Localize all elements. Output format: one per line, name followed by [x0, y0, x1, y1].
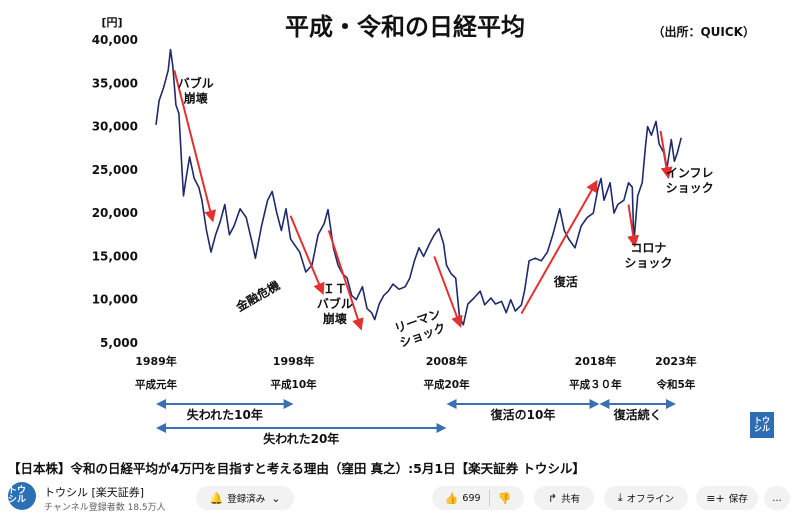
download-icon: ⤓: [617, 491, 623, 504]
period-label: 復活の10年: [490, 407, 556, 422]
subscriber-count: チャンネル登録者数 18.5万人: [44, 503, 166, 513]
nikkei-series-line: [155, 48, 682, 326]
channel-row: トウ シル トウシル [楽天証券] チャンネル登録者数 18.5万人 🔔 登録済…: [0, 478, 800, 518]
chart-source: （出所：QUICK）: [652, 24, 755, 39]
y-tick-label: 10,000: [92, 293, 138, 307]
share-label: 共有: [561, 494, 581, 505]
x-tick-era: 平成３０年: [569, 378, 622, 391]
annotation-label: インフレショック: [666, 166, 714, 195]
trend-arrow: [520, 179, 598, 315]
subscribed-label: 登録済み: [227, 494, 266, 505]
trend-arrow: [173, 70, 217, 223]
y-axis-unit: [円]: [101, 16, 122, 29]
x-tick-era: 令和5年: [655, 378, 695, 391]
annotation-label: リーマンショック: [393, 306, 448, 350]
nikkei-chart: 平成・令和の日経平均 （出所：QUICK） [円] 5,000 10,000 15,…: [92, 13, 755, 446]
y-tick-label: 35,000: [92, 76, 138, 90]
period-label: 失われた10年: [187, 407, 263, 422]
y-tick-label: 5,000: [100, 336, 138, 350]
annotation-label: バブル崩壊: [178, 76, 214, 106]
offline-label: オフライン: [626, 494, 675, 505]
annotation-label: 金融危機: [232, 277, 282, 314]
x-tick-year: 2018年: [575, 354, 617, 368]
annotation-label: 復活: [553, 274, 578, 289]
x-tick-year: 1989年: [135, 354, 177, 368]
trend-arrow: [433, 256, 463, 328]
x-tick-year: 2008年: [426, 354, 468, 368]
offline-button[interactable]: ⤓ オフライン: [604, 486, 688, 510]
channel-avatar[interactable]: トウ シル: [8, 482, 36, 510]
x-tick-era: 平成10年: [271, 378, 318, 391]
subscribed-button[interactable]: 🔔 登録済み ⌄: [196, 486, 294, 510]
share-icon: ↱: [547, 491, 558, 505]
like-divider: [488, 490, 490, 506]
y-tick-label: 15,000: [92, 249, 138, 263]
more-button[interactable]: …: [764, 486, 790, 510]
period-label: 復活続く: [613, 407, 662, 422]
video-title: 【日本株】令和の日経平均が4万円を目指すと考える理由（窪田 真之）:5月1日【楽…: [8, 461, 585, 476]
y-tick-label: 25,000: [92, 163, 138, 177]
x-tick-year: 2023年: [655, 354, 697, 368]
like-count[interactable]: 699: [462, 492, 481, 504]
trend-arrow: [289, 215, 325, 296]
trend-arrow: [327, 230, 364, 331]
y-tick-label: 40,000: [92, 33, 138, 47]
brand-watermark-text: トウ シル: [754, 416, 770, 433]
save-button[interactable]: ≡+ 保存: [696, 486, 758, 510]
y-tick-label: 30,000: [92, 120, 138, 134]
x-tick-era: 平成元年: [135, 378, 177, 391]
avatar-text: トウ シル: [8, 486, 27, 505]
brand-watermark-badge: トウ シル: [750, 412, 774, 438]
trend-arrow: [659, 130, 673, 180]
playlist-add-icon: ≡+: [706, 491, 725, 505]
x-tick-year: 1998年: [273, 354, 315, 368]
chevron-down-icon: ⌄: [271, 491, 281, 505]
y-tick-label: 20,000: [92, 206, 138, 220]
save-label: 保存: [728, 494, 748, 505]
thumbs-up-icon[interactable]: 👍: [444, 491, 459, 505]
period-label: 失われた20年: [263, 431, 339, 446]
more-icon: …: [772, 492, 782, 504]
thumbs-down-icon[interactable]: 👎: [497, 491, 512, 505]
chart-title: 平成・令和の日経平均: [285, 13, 525, 41]
bell-icon: 🔔: [209, 491, 224, 505]
channel-name[interactable]: トウシル [楽天証券]: [44, 486, 145, 499]
trend-arrow: [627, 204, 640, 248]
like-dislike-group: 👍 699 👎: [432, 486, 524, 510]
x-tick-era: 平成20年: [423, 378, 470, 391]
share-button[interactable]: ↱ 共有: [534, 486, 594, 510]
annotation-label: コロナショック: [624, 241, 672, 270]
annotation-label: ＩＴバブル崩壊: [317, 282, 353, 326]
